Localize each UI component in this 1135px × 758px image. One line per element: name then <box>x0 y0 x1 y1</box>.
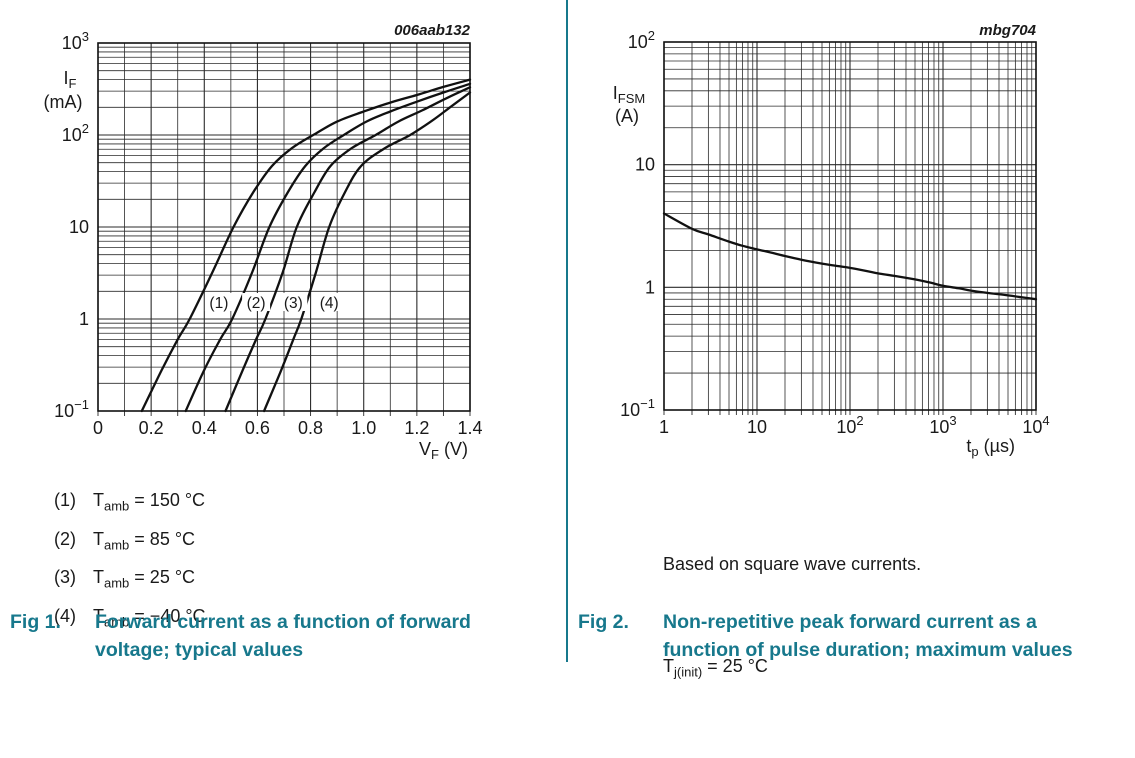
legend-item-2: (2) Tamb = 85 °C <box>54 523 206 562</box>
fig2-caption: Fig 2. Non-repetitive peak forward curre… <box>578 608 1115 664</box>
legend-item-number: (2) <box>54 528 76 549</box>
fig1-legend: (1) Tamb = 150 °C (2) Tamb = 85 °C (3) Tamb =… <box>54 484 206 638</box>
curves <box>662 212 1038 301</box>
svg-text:1: 1 <box>645 277 655 297</box>
datasheet-figures-page: { "accent_color": "#17788c", "text_color… <box>0 0 1135 680</box>
svg-text:104: 104 <box>1022 413 1049 437</box>
svg-text:1.2: 1.2 <box>404 418 429 438</box>
svg-text:1.0: 1.0 <box>351 418 376 438</box>
plot-code: 006aab132 <box>394 22 471 39</box>
legend-item-4: (4) Tamb = −40 °C <box>54 600 206 639</box>
curves <box>140 78 472 413</box>
fig1-caption: Fig 1. Forward current as a function of … <box>10 608 547 664</box>
svg-text:0.2: 0.2 <box>139 418 164 438</box>
svg-text:103: 103 <box>62 29 89 53</box>
fig2-caption-label: Fig 2. <box>578 611 629 633</box>
svg-text:10: 10 <box>635 155 655 175</box>
fig1-caption-label: Fig 1. <box>10 611 61 633</box>
svg-text:103: 103 <box>929 413 956 437</box>
svg-text:VF (V): VF (V) <box>419 439 468 462</box>
curve-(2) <box>184 82 472 413</box>
legend-item-text: Tamb = −40 °C <box>93 605 206 630</box>
legend-item-text: Tamb = 150 °C <box>93 490 206 514</box>
svg-text:tp (µs): tp (µs) <box>966 436 1015 459</box>
svg-text:0.4: 0.4 <box>192 418 217 438</box>
svg-text:IFSM: IFSM <box>613 83 645 106</box>
svg-text:0.6: 0.6 <box>245 418 270 438</box>
curve-(4) <box>262 91 472 413</box>
plot-code: mbg704 <box>979 22 1036 39</box>
legend-item-number: (1) <box>54 490 76 510</box>
svg-text:102: 102 <box>62 121 89 145</box>
svg-text:(3): (3) <box>284 295 303 312</box>
fig2-panel: 10−1 1 10 102 1 10 102 103 104 mbg704 IFSM (A) tp (µ… <box>568 0 1135 680</box>
fig1-chart: 10−1 1 10 102 103 0 0.2 0.4 0.6 0.8 1.0 1.2 1.4 (1) (2… <box>44 22 483 462</box>
svg-text:0: 0 <box>93 418 103 438</box>
curve-main <box>662 212 1038 301</box>
svg-text:102: 102 <box>628 28 655 52</box>
svg-text:10: 10 <box>69 217 89 237</box>
fig1-panel: 10−1 1 10 102 103 0 0.2 0.4 0.6 0.8 1.0 1.2 1.4 (1) (2… <box>0 0 567 662</box>
fig2-caption-text: Non-repetitive peak forward current as a… <box>663 611 1073 661</box>
grid <box>97 42 471 416</box>
svg-text:(2): (2) <box>247 295 266 312</box>
svg-text:102: 102 <box>836 413 863 437</box>
curve-(3) <box>224 86 472 413</box>
svg-text:(4): (4) <box>320 295 339 312</box>
svg-text:IF: IF <box>64 68 77 91</box>
legend-item-text: Tamb = 85 °C <box>93 528 196 553</box>
fig2-condition-1: Based on square wave currents. <box>663 554 922 574</box>
fig1-caption-text: Forward current as a function of forward… <box>95 611 471 661</box>
grid <box>663 41 1037 415</box>
svg-text:10−1: 10−1 <box>54 397 89 421</box>
svg-text:10−1: 10−1 <box>620 396 655 420</box>
curve-(1) <box>140 78 472 413</box>
svg-text:(mA): (mA) <box>44 92 83 112</box>
svg-text:1.4: 1.4 <box>457 418 482 438</box>
legend-item-3: (3) Tamb = 25 °C <box>54 561 206 600</box>
svg-text:0.8: 0.8 <box>298 418 323 438</box>
svg-text:1: 1 <box>79 309 89 329</box>
svg-text:1: 1 <box>659 417 669 437</box>
column-divider <box>566 0 568 662</box>
svg-text:(A): (A) <box>615 106 639 126</box>
legend-item-number: (4) <box>54 605 76 626</box>
legend-item-text: Tamb = 25 °C <box>93 567 196 591</box>
svg-text:10: 10 <box>747 417 767 437</box>
legend-item-number: (3) <box>54 567 76 588</box>
svg-text:(1): (1) <box>209 295 228 312</box>
legend-item-1: (1) Tamb = 150 °C <box>54 484 206 523</box>
